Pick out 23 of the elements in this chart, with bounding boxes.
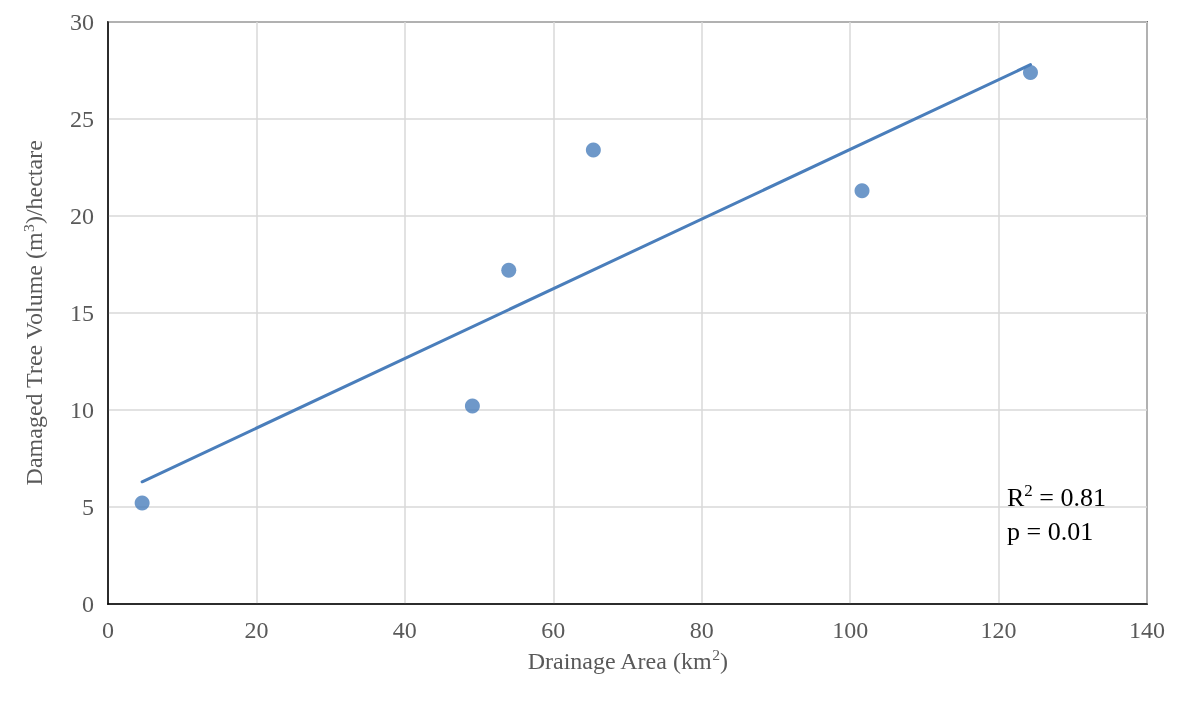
y-tick-label: 30 (70, 9, 94, 35)
point (854, 183, 870, 199)
annotation: p = 0.01 (1007, 516, 1094, 546)
x-tick-label: 120 (980, 617, 1017, 643)
point (585, 142, 601, 158)
y-tick-label: 15 (70, 300, 94, 326)
y-tick-label: 20 (70, 203, 94, 229)
point (1023, 64, 1038, 80)
x-tick-label: 20 (244, 617, 269, 643)
point (501, 262, 517, 278)
y-tick-label: 5 (82, 494, 94, 520)
x-tick-label: 140 (1129, 617, 1165, 643)
x-tick-label: 60 (541, 617, 566, 643)
point (134, 495, 150, 511)
x-tick-label: 40 (392, 617, 417, 643)
x-tick-label: 80 (689, 617, 714, 643)
x-tick-label: 0 (102, 617, 114, 643)
y-tick-label: 0 (82, 591, 94, 617)
x-tick-label: 100 (832, 617, 869, 643)
y-axis-title: Damaged Tree Volume (m3)/hectare (19, 140, 47, 486)
point (464, 398, 480, 414)
y-tick-label: 10 (70, 397, 94, 423)
y-tick-label: 25 (70, 106, 94, 132)
